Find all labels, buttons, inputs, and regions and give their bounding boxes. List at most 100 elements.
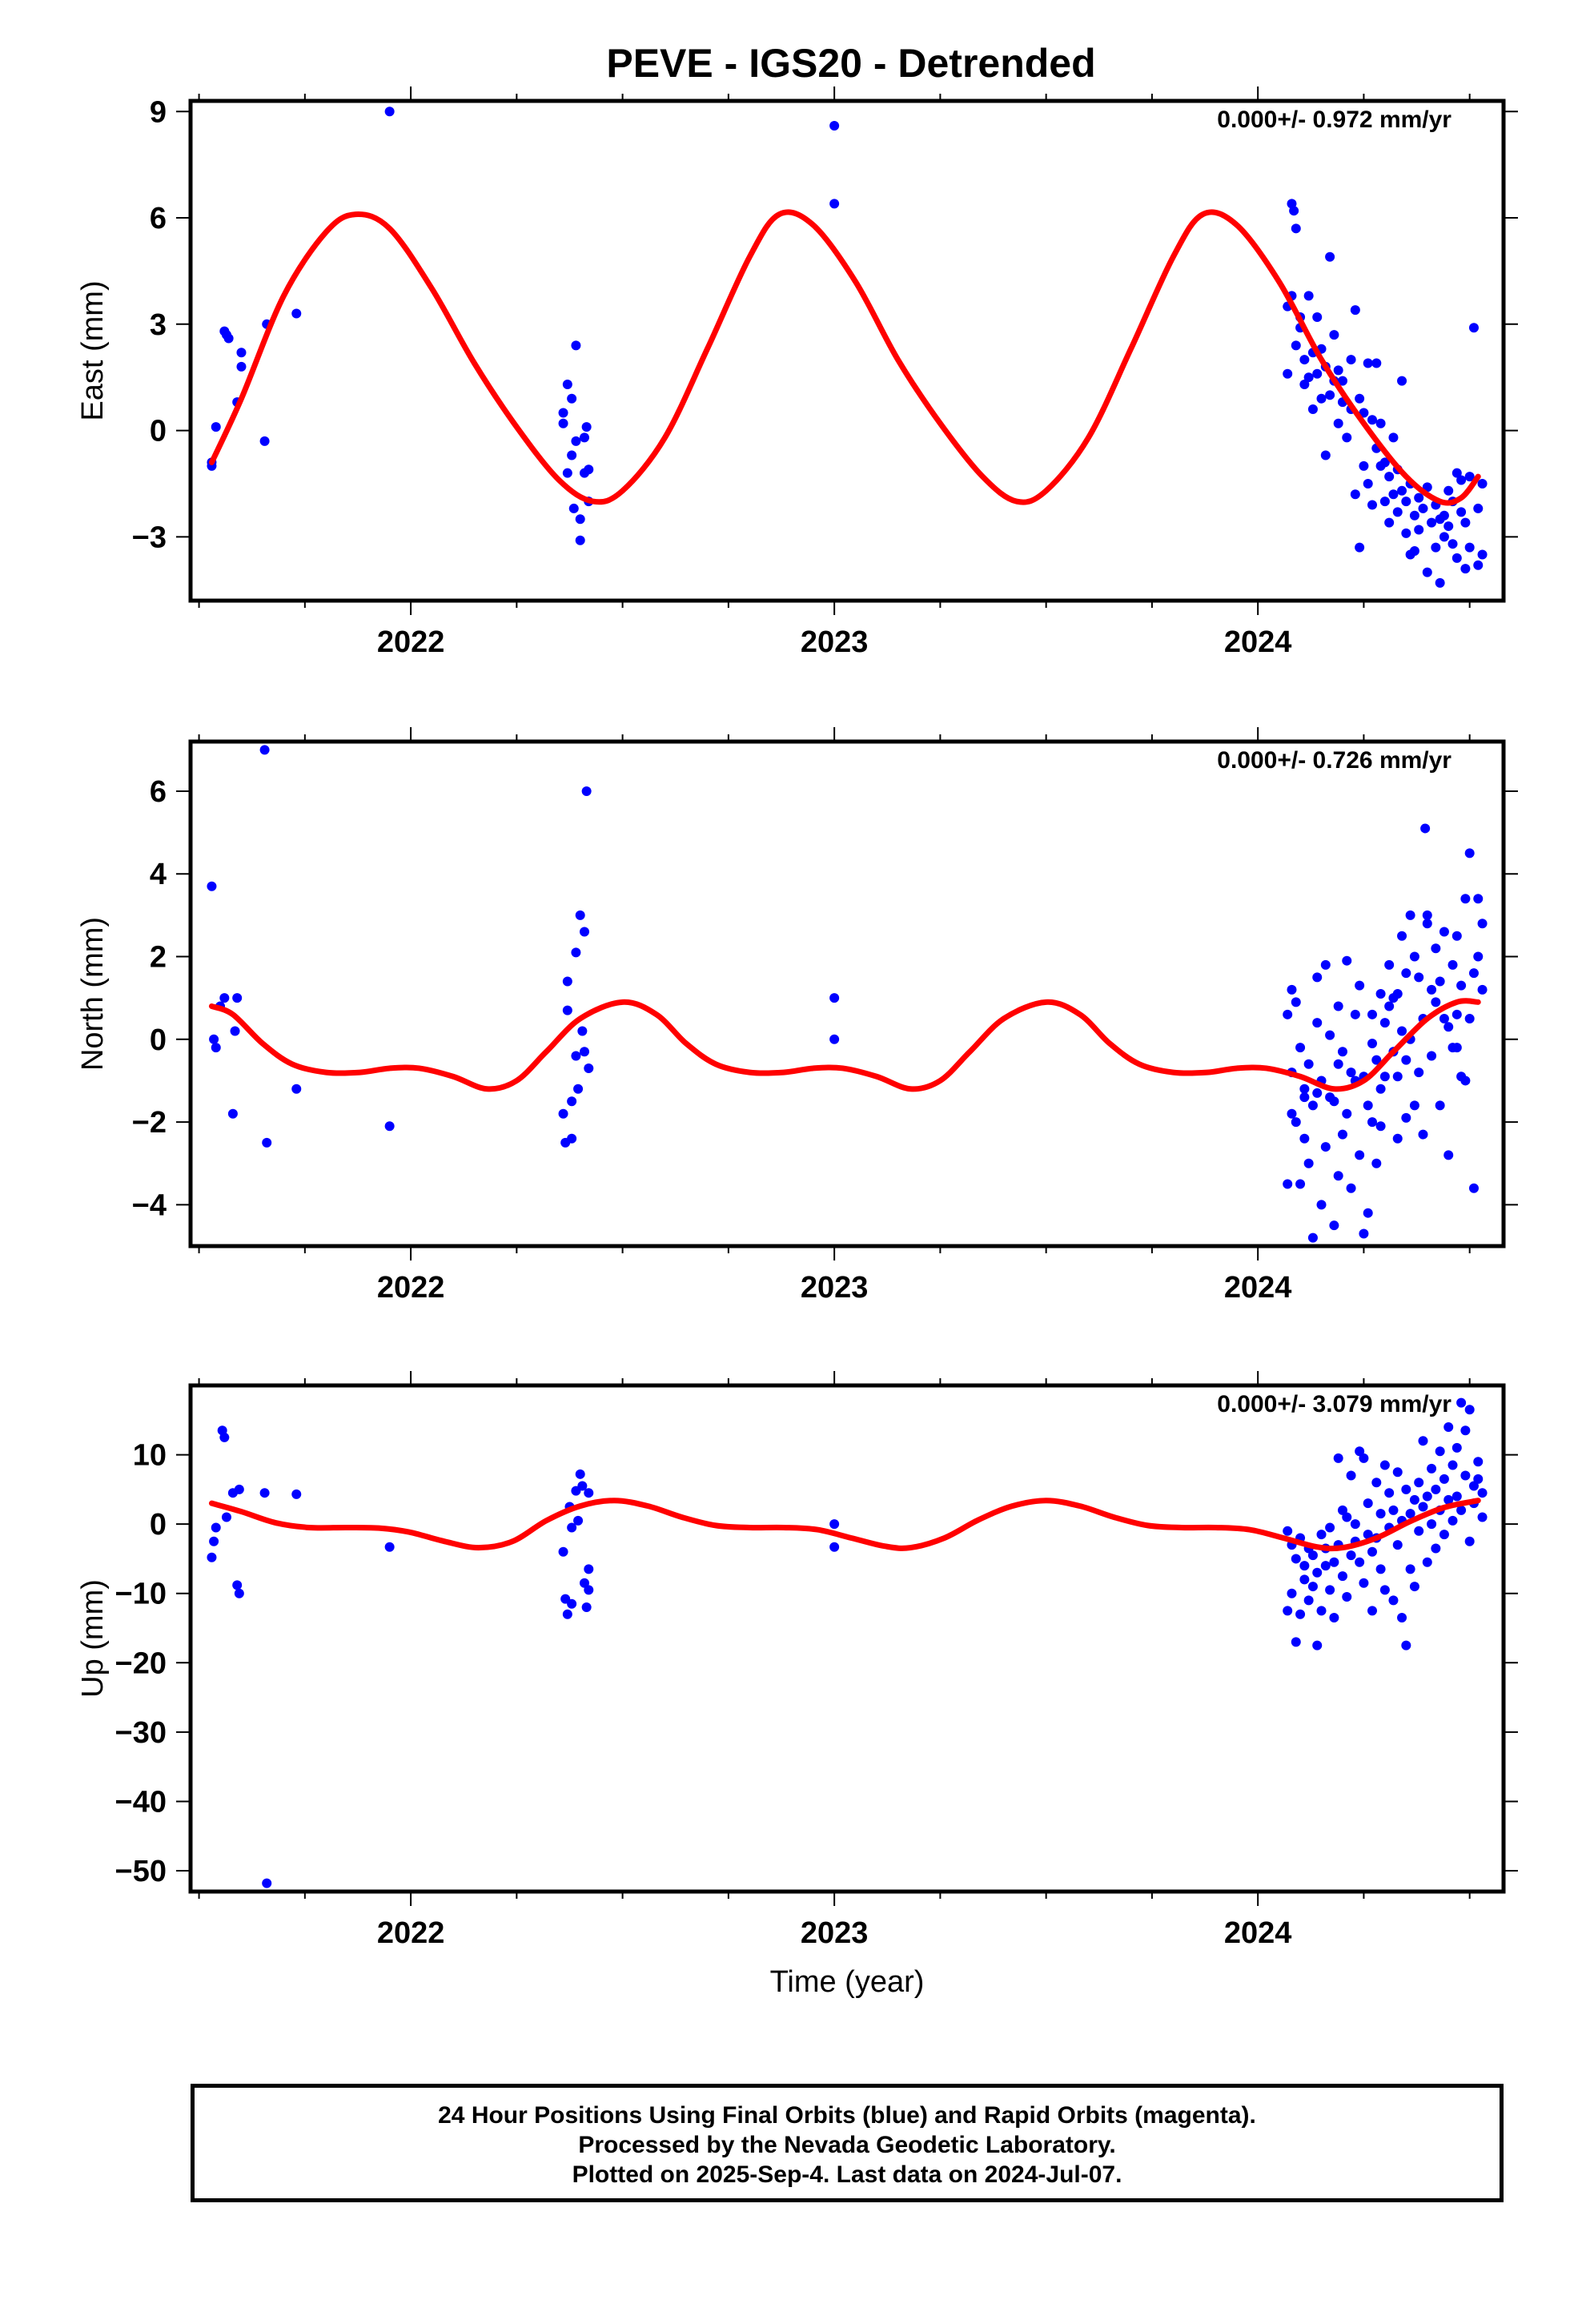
data-point [1350, 305, 1360, 316]
data-point [1375, 1509, 1386, 1519]
data-point [1456, 1505, 1467, 1515]
data-point [1409, 1100, 1419, 1111]
data-point [1355, 1446, 1365, 1457]
data-point [1452, 1442, 1462, 1453]
data-point [1375, 1084, 1386, 1094]
data-point [207, 1552, 217, 1562]
data-point [1350, 489, 1360, 500]
data-point [1435, 1446, 1445, 1457]
data-point [1427, 517, 1437, 528]
data-point [1283, 1526, 1293, 1536]
data-point [1468, 968, 1479, 979]
data-point [1431, 997, 1441, 1007]
data-point [259, 436, 270, 446]
data-point [1333, 1453, 1343, 1463]
data-point [1439, 927, 1449, 937]
data-point [1320, 959, 1331, 970]
data-point [1333, 1171, 1343, 1181]
data-point [1401, 1640, 1411, 1651]
data-point [1299, 1574, 1310, 1585]
rate-label: 0.000+/- 0.726 mm/yr [1217, 747, 1452, 774]
data-point [1464, 1536, 1475, 1546]
data-point [1355, 1150, 1365, 1160]
data-point [1420, 823, 1431, 834]
caption-line-3: Plotted on 2025-Sep-4. Last data on 2024… [572, 2161, 1122, 2188]
data-point [1422, 919, 1432, 929]
data-point [1325, 1585, 1335, 1595]
data-point [1346, 1068, 1356, 1078]
data-point [1384, 1001, 1395, 1011]
data-point [584, 464, 594, 475]
data-point [1367, 500, 1377, 510]
data-point [1388, 489, 1399, 500]
y-tick-label: −20 [115, 1647, 167, 1680]
data-point [1367, 1546, 1377, 1557]
data-point [1287, 1588, 1297, 1598]
data-point [1405, 1509, 1415, 1519]
data-point [1299, 380, 1310, 390]
data-point [1435, 976, 1445, 987]
x-tick-label: 2023 [801, 625, 869, 659]
data-point [1384, 472, 1395, 482]
data-point [211, 422, 221, 432]
data-point [1375, 989, 1386, 999]
data-point [1337, 1571, 1347, 1582]
data-point [1427, 1051, 1437, 1061]
data-point [209, 1536, 219, 1546]
x-tick-label: 2024 [1224, 1916, 1292, 1950]
data-point [1303, 1059, 1314, 1069]
data-point [1443, 1022, 1454, 1032]
data-point [1456, 507, 1467, 517]
data-point [227, 1108, 238, 1119]
data-point [1422, 567, 1432, 577]
y-tick-label: 4 [150, 858, 167, 891]
data-point [1316, 1200, 1327, 1210]
data-point [1473, 560, 1484, 570]
data-point [1452, 931, 1462, 941]
data-point [584, 1488, 594, 1498]
data-point [1418, 1502, 1428, 1512]
data-point [1320, 1561, 1331, 1571]
data-point [209, 1034, 219, 1044]
data-point [1409, 1582, 1419, 1592]
data-point [1392, 989, 1403, 999]
data-point [1312, 1567, 1323, 1578]
data-point [207, 881, 217, 891]
data-point [573, 1084, 584, 1094]
data-point [1359, 1228, 1369, 1239]
plot-frame [188, 99, 1506, 603]
y-tick-label: 10 [133, 1439, 167, 1473]
data-point [1464, 542, 1475, 553]
data-point [1468, 323, 1479, 333]
y-tick-label: −30 [115, 1716, 167, 1750]
data-point [1422, 1557, 1432, 1567]
data-point [1379, 1460, 1390, 1470]
data-point [221, 1512, 231, 1522]
data-point [1473, 503, 1484, 513]
data-point [1295, 1609, 1306, 1619]
data-point [384, 107, 395, 117]
y-tick-label: −3 [132, 521, 167, 554]
data-point [1397, 1613, 1407, 1623]
data-point [223, 333, 234, 344]
data-point [1289, 206, 1299, 216]
data-point [1379, 1585, 1390, 1595]
data-point [1291, 997, 1301, 1007]
data-point [1469, 606, 1479, 616]
data-point [567, 1598, 577, 1609]
data-point [1325, 1030, 1335, 1040]
data-point [1435, 1100, 1445, 1111]
data-point [1342, 432, 1352, 443]
data-point [1384, 959, 1395, 970]
data-point [1299, 1133, 1310, 1144]
data-point [1414, 972, 1424, 983]
data-point [1392, 507, 1403, 517]
data-point [1295, 1043, 1306, 1053]
data-point [1447, 959, 1458, 970]
data-point [1346, 1470, 1356, 1481]
data-point [1359, 460, 1369, 471]
data-point [1392, 1072, 1403, 1082]
data-point [1325, 251, 1335, 262]
y-axis-label: North (mm) [76, 917, 110, 1071]
